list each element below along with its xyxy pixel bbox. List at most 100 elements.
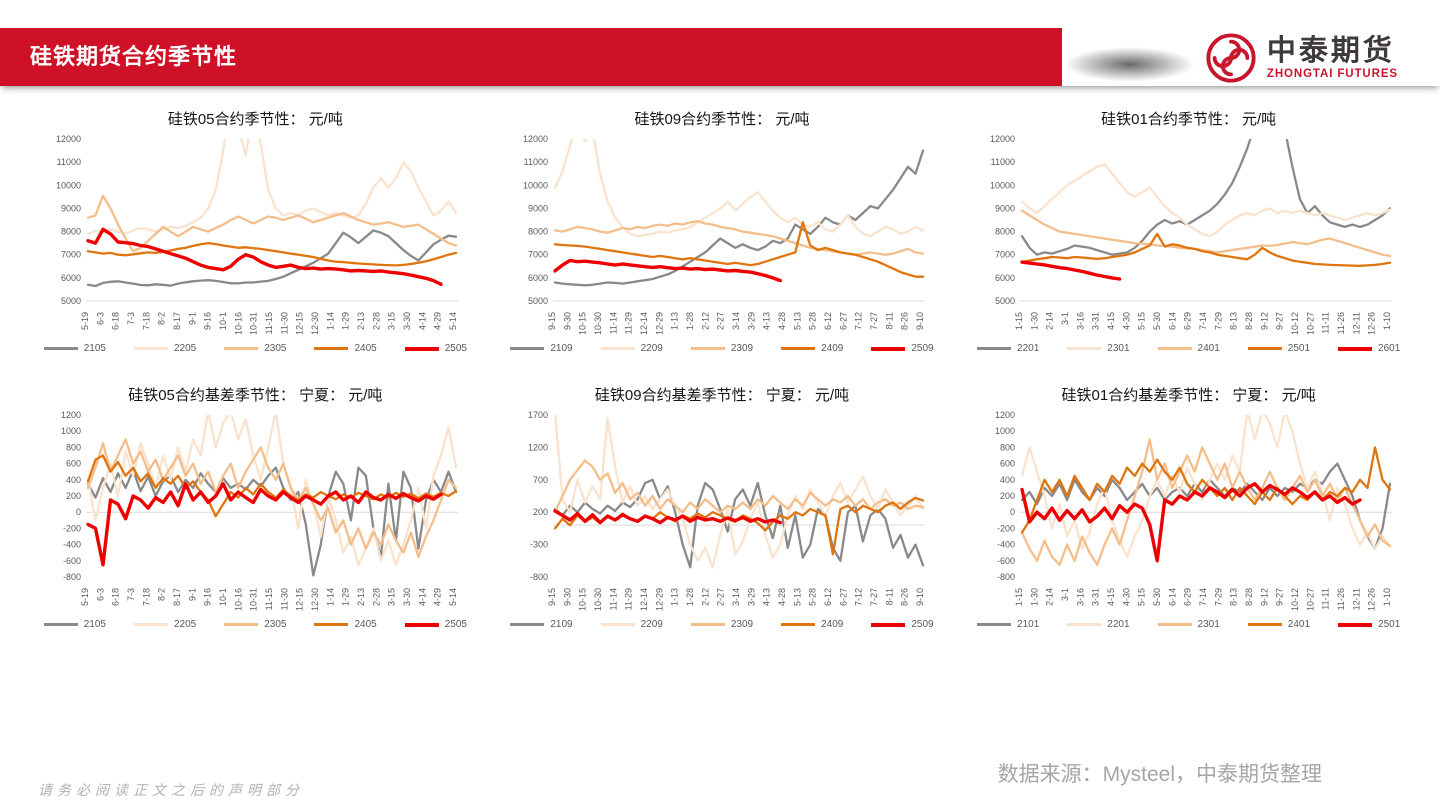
x-axis-label: 3-15	[387, 588, 397, 606]
legend-swatch	[1157, 623, 1192, 626]
x-axis-label: 9-16	[203, 312, 213, 330]
x-axis-label: 9-30	[562, 312, 572, 330]
legend-item: 2205	[133, 343, 197, 354]
x-axis-label: 8-13	[1228, 588, 1238, 606]
x-axis-label: 8-2	[157, 588, 167, 601]
logo-text: 中泰期货 ZHONGTAI FUTURES	[1267, 35, 1398, 80]
x-axis-label: 12-29	[654, 588, 664, 611]
y-axis-label: -800	[997, 572, 1015, 582]
x-axis-label: 10-1	[218, 588, 228, 606]
legend-item: 2409	[781, 343, 843, 354]
series-line-2601	[1019, 260, 1121, 281]
x-axis-label: 9-15	[547, 588, 557, 606]
x-axis-label: 4-13	[762, 312, 772, 330]
x-axis-label: 2-12	[700, 588, 710, 606]
legend-label: 2409	[821, 619, 844, 630]
legend-swatch	[43, 623, 78, 626]
legend-label: 2105	[83, 343, 106, 354]
x-axis-label: 4-14	[418, 312, 428, 330]
legend-item: 2305	[224, 343, 286, 354]
y-axis-label: 10000	[56, 180, 81, 190]
disclaimer-text: 请务必阅读正文之后的声明部分	[38, 783, 304, 799]
chart-legend: 2101 2201 2301 2401 2501	[977, 619, 1400, 630]
y-axis-label: -400	[63, 540, 81, 550]
legend-swatch	[600, 623, 635, 626]
legend-label: 2309	[730, 619, 754, 630]
series-line-2509	[553, 509, 782, 525]
legend-swatch	[781, 623, 816, 626]
x-axis-label: 9-27	[1274, 588, 1284, 606]
y-axis-label: 6000	[995, 273, 1015, 283]
x-axis-label: 1-10	[1382, 312, 1392, 330]
y-axis-label: 1200	[61, 410, 81, 420]
x-axis-label: 3-16	[1075, 588, 1085, 606]
logo-swirl-icon	[1206, 33, 1256, 83]
legend-swatch	[1338, 622, 1373, 627]
y-axis-label: 9000	[528, 203, 548, 213]
series-line-2309	[553, 459, 925, 514]
legend-swatch	[871, 622, 906, 627]
y-axis-label: -200	[997, 523, 1015, 533]
x-axis-label: 3-14	[731, 588, 741, 606]
y-axis-label: 600	[1000, 459, 1015, 469]
x-axis-label: 8-28	[1244, 312, 1254, 330]
series-line-2401	[1020, 446, 1391, 534]
y-axis-label: 400	[1000, 475, 1015, 485]
x-axis-label: 11-29	[624, 312, 634, 334]
x-axis-label: 10-1	[218, 312, 228, 330]
legend-swatch	[404, 346, 439, 351]
y-axis-label: 8000	[61, 227, 81, 237]
x-axis-label: 8-11	[884, 312, 894, 329]
x-axis-label: 12-11	[1351, 312, 1361, 334]
y-axis-label: 1200	[995, 410, 1015, 420]
legend-swatch	[781, 347, 816, 350]
chart-5: 硅铁09合约基差季节性： 宁夏： 元/吨 1700 1200 700 200 -300 -8…	[493, 384, 952, 630]
x-axis-label: 11-11	[1320, 588, 1330, 610]
y-axis-label: 12000	[523, 134, 548, 144]
x-axis-label: 7-18	[142, 588, 152, 606]
legend-item: 2205	[133, 619, 196, 630]
x-axis-label: 10-31	[249, 588, 259, 611]
legend-label: 2201	[1017, 343, 1040, 354]
series-line-2305	[87, 438, 458, 558]
chart-plot: 1700 1200 700 200 -300 -800 9-15 9-30 10-15 10-30…	[528, 410, 925, 611]
legend-swatch	[224, 347, 259, 350]
legend-item: 2305	[224, 619, 286, 630]
x-axis-label: 5-28	[808, 312, 818, 330]
legend-item: 2301	[1067, 343, 1130, 354]
series-line-2201	[1020, 139, 1391, 256]
x-axis-label: 1-14	[326, 312, 336, 330]
y-axis-label: 200	[66, 491, 81, 501]
legend-label: 2509	[911, 619, 934, 630]
x-axis-label: 5-19	[80, 312, 90, 330]
y-axis-label: 8000	[995, 227, 1015, 237]
x-axis-label: 7-14	[1198, 312, 1208, 330]
x-axis-label: 4-15	[1106, 312, 1116, 330]
x-axis-label: 6-27	[838, 312, 848, 330]
legend-swatch	[1247, 623, 1282, 626]
x-axis-label: 9-16	[203, 588, 213, 606]
x-axis-label: 6-14	[1167, 312, 1177, 330]
legend-swatch	[690, 347, 725, 350]
series-line-2501	[1019, 482, 1362, 563]
x-axis-label: 10-15	[578, 312, 588, 335]
x-axis-label: 2-13	[356, 312, 366, 330]
legend-label: 2205	[173, 343, 197, 354]
x-axis-label: 3-16	[1075, 312, 1085, 330]
y-axis-label: 7000	[61, 250, 81, 260]
x-axis-label: 7-29	[1213, 312, 1223, 330]
legend-swatch	[133, 347, 168, 350]
x-axis-label: 7-18	[142, 312, 152, 330]
chart-legend: 2105 2205 2305 2405 2505	[43, 619, 467, 630]
series-line-2405	[87, 454, 458, 518]
x-axis-label: 12-30	[310, 588, 320, 611]
x-axis-label: 2-13	[356, 588, 366, 606]
x-axis-label: 6-27	[838, 588, 848, 606]
legend-label: 2505	[444, 343, 467, 354]
x-axis-label: 5-15	[1136, 588, 1146, 606]
legend-swatch	[510, 623, 545, 626]
legend-swatch	[404, 622, 439, 627]
series-line-2209	[553, 139, 925, 238]
legend-swatch	[133, 623, 168, 626]
x-axis-label: 4-28	[777, 588, 787, 606]
